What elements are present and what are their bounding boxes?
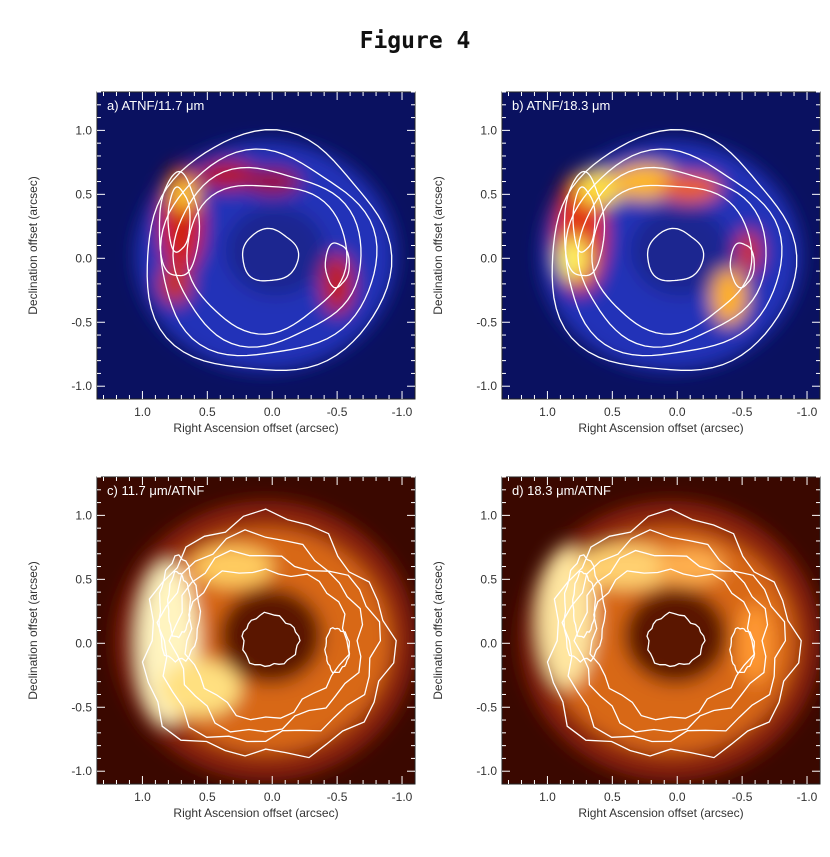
panel-b-label: b) ATNF/18.3 μm	[512, 98, 610, 113]
y-tick-label: -1.0	[476, 764, 497, 778]
panel-a-label: a) ATNF/11.7 μm	[107, 98, 204, 113]
x-tick-label: -0.5	[732, 405, 753, 419]
panel-c-contours	[141, 508, 397, 759]
panel-d-plot: 1.0 0.5 0.0 -0.5 -1.0 -1.0 -0.5 0.0 0.5 1.0 Right …	[431, 476, 821, 820]
y-tick-label: -1.0	[476, 379, 497, 393]
y-tick-label: -0.5	[71, 315, 92, 329]
y-tick-label: 0.5	[480, 572, 497, 586]
x-tick-label: -1.0	[797, 405, 818, 419]
x-axis-title: Right Ascension offset (arcsec)	[173, 806, 338, 820]
panel-d-contours	[546, 508, 802, 759]
y-tick-label: 0.5	[75, 187, 92, 201]
y-tick-label: -0.5	[476, 315, 497, 329]
y-axis-title: Declination offset (arcsec)	[26, 176, 40, 315]
x-tick-label: -1.0	[797, 790, 818, 804]
x-tick-label: 0.0	[264, 790, 281, 804]
y-tick-label: 1.0	[480, 508, 497, 522]
y-tick-label: 0.5	[480, 187, 497, 201]
panel-c: 1.0 0.5 0.0 -0.5 -1.0 -1.0 -0.5 0.0 0.5 1.0 Right …	[25, 467, 425, 857]
panel-a-plot: 1.0 0.5 0.0 -0.5 -1.0 -1.0 -0.5 0.0 0.5 1.0 Right …	[26, 91, 416, 435]
y-tick-label: -1.0	[71, 764, 92, 778]
figure-title: Figure 4	[359, 28, 471, 54]
panel-d-label: d) 18.3 μm/ATNF	[512, 483, 611, 498]
x-axis-title: Right Ascension offset (arcsec)	[173, 421, 338, 435]
y-tick-label: 1.0	[75, 123, 92, 137]
x-tick-label: 0.5	[199, 790, 216, 804]
panel-a: 1.0 0.5 0.0 -0.5 -1.0 -1.0 -0.5 0.0 0.5 1.0 Right …	[25, 82, 425, 472]
y-axis-title: Declination offset (arcsec)	[431, 176, 445, 315]
x-tick-label: 1.0	[539, 405, 556, 419]
panel-c-label: c) 11.7 μm/ATNF	[107, 483, 204, 498]
y-tick-label: 1.0	[480, 123, 497, 137]
x-tick-label: -0.5	[327, 405, 348, 419]
panel-b: 1.0 0.5 0.0 -0.5 -1.0 -1.0 -0.5 0.0 0.5 1.0 Right …	[430, 82, 830, 472]
panel-b-plot: 1.0 0.5 0.0 -0.5 -1.0 -1.0 -0.5 0.0 0.5 1.0 Right …	[431, 91, 821, 435]
x-tick-label: 0.5	[604, 405, 621, 419]
panel-a-contours	[146, 129, 393, 371]
x-axis-title: Right Ascension offset (arcsec)	[578, 421, 743, 435]
x-tick-label: 0.0	[669, 790, 686, 804]
y-tick-label: -1.0	[71, 379, 92, 393]
panel-b-contours	[551, 129, 798, 371]
x-tick-label: 0.5	[604, 790, 621, 804]
y-tick-label: 0.5	[75, 572, 92, 586]
x-tick-label: 0.5	[199, 405, 216, 419]
panel-c-plot: 1.0 0.5 0.0 -0.5 -1.0 -1.0 -0.5 0.0 0.5 1.0 Right …	[26, 476, 416, 820]
y-axis-title: Declination offset (arcsec)	[431, 561, 445, 700]
y-axis-title: Declination offset (arcsec)	[26, 561, 40, 700]
x-axis-title: Right Ascension offset (arcsec)	[578, 806, 743, 820]
y-tick-label: -0.5	[476, 700, 497, 714]
x-tick-label: -0.5	[732, 790, 753, 804]
y-tick-label: -0.5	[71, 700, 92, 714]
x-tick-label: 0.0	[669, 405, 686, 419]
x-tick-label: -0.5	[327, 790, 348, 804]
y-tick-label: 1.0	[75, 508, 92, 522]
y-tick-label: 0.0	[75, 251, 92, 265]
x-tick-label: 1.0	[134, 405, 151, 419]
x-tick-label: -1.0	[392, 405, 413, 419]
panel-d: 1.0 0.5 0.0 -0.5 -1.0 -1.0 -0.5 0.0 0.5 1.0 Right …	[430, 467, 830, 857]
x-tick-label: 0.0	[264, 405, 281, 419]
x-tick-label: -1.0	[392, 790, 413, 804]
y-tick-label: 0.0	[480, 636, 497, 650]
x-tick-label: 1.0	[134, 790, 151, 804]
y-tick-label: 0.0	[480, 251, 497, 265]
y-tick-label: 0.0	[75, 636, 92, 650]
x-tick-label: 1.0	[539, 790, 556, 804]
